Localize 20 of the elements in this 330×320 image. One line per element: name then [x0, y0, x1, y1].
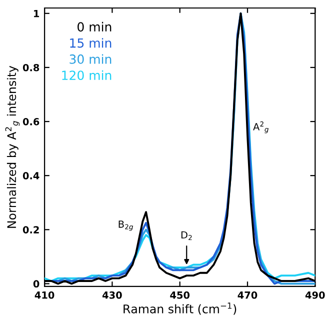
text: 15 min [70, 38, 112, 48]
annotation: A$^{2}$$_{g}$ [253, 121, 268, 134]
y-tick-label: 1 [34, 10, 40, 18]
annotation: B$_{2g}$ [118, 220, 134, 231]
text: 120 min [62, 70, 112, 80]
y-tick-label: 0.2 [22, 226, 39, 234]
text: 30 min [70, 54, 112, 64]
x-tick-label: 470 [238, 291, 258, 299]
y-tick-label: 0.8 [22, 64, 40, 72]
x-tick-label: 410 [34, 291, 54, 299]
y-tick-label: 0.4 [22, 172, 40, 180]
annotation: D$_{2}$ [181, 231, 192, 240]
y-axis-title: Normalized by A$^{2}$$_{g}$ intensity [5, 66, 20, 228]
y-tick-label: 0.6 [22, 118, 40, 126]
x-axis-title: Raman shift (cm$^{−1}$) [124, 302, 236, 315]
y-tick-label: 0 [33, 280, 40, 288]
legend-label: 0 min [78, 22, 112, 32]
x-tick-label: 450 [170, 291, 190, 299]
x-tick-label: 430 [102, 291, 122, 299]
x-tick-label: 490 [305, 291, 325, 299]
